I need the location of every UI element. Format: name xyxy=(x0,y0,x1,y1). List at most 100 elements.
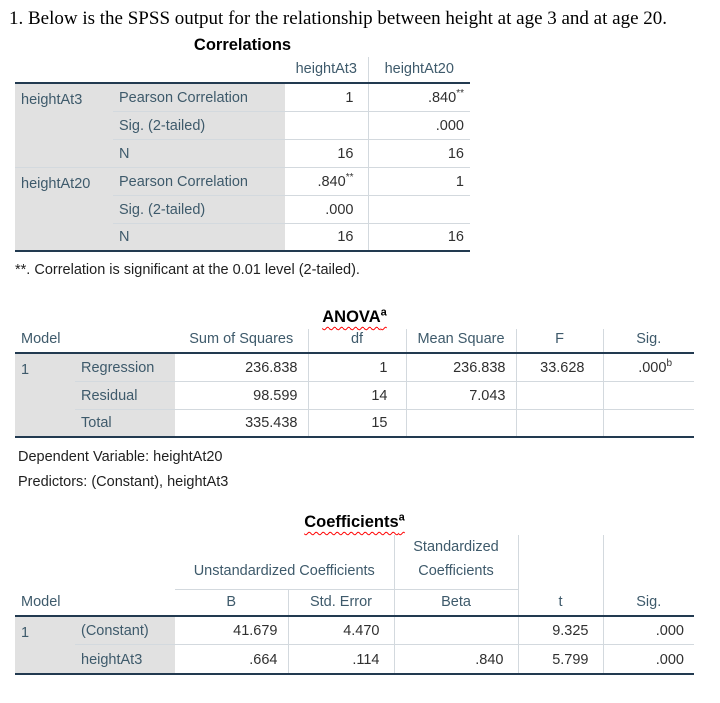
stat-label: Pearson Correlation xyxy=(113,83,285,112)
correlations-title: Correlations xyxy=(193,36,292,54)
value-cell: .000b xyxy=(602,353,694,382)
table-row: N 16 16 xyxy=(15,223,470,252)
anova-title-text: ANOVAa xyxy=(322,306,387,326)
value-cell: 33.628 xyxy=(515,353,603,382)
column-header-sum-of-squares: Sum of Squares xyxy=(175,329,308,354)
value-cell: 16 xyxy=(367,139,470,168)
value-cell: .114 xyxy=(287,644,394,675)
value-cell xyxy=(515,409,603,438)
value-cell: 7.043 xyxy=(405,381,516,410)
value-cell: 16 xyxy=(285,139,368,168)
table-row: heightAt20 Pearson Correlation .840** 1 xyxy=(15,167,470,252)
value-cell: 5.799 xyxy=(517,644,603,675)
anova-table: Model Sum of Squares df Mean Square F Si… xyxy=(15,329,694,438)
row-label: Total xyxy=(75,409,175,438)
table-row: Sig. (2-tailed) .000 xyxy=(15,195,470,224)
value-cell xyxy=(393,615,518,645)
stat-label: Sig. (2-tailed) xyxy=(113,195,285,224)
value-cell xyxy=(602,381,694,410)
value-cell: 41.679 xyxy=(175,615,288,645)
value-cell: 4.470 xyxy=(287,615,394,645)
span-header-standardized: Standardized Coefficients xyxy=(393,535,518,590)
value-cell: 15 xyxy=(307,409,406,438)
value-cell: 236.838 xyxy=(175,353,308,382)
table-row: Sig. (2-tailed) .000 xyxy=(15,111,470,140)
table-row: heightAt3 .664 .114 .840 5.799 .000 xyxy=(15,644,694,675)
value-cell: 9.325 xyxy=(517,615,603,645)
value-cell: .000 xyxy=(602,615,694,645)
value-cell xyxy=(405,409,516,438)
column-header-mean-square: Mean Square xyxy=(405,329,516,354)
value-cell: .664 xyxy=(175,644,288,675)
correlations-header-row: heightAt3 heightAt20 xyxy=(15,57,470,84)
empty-stub-cell xyxy=(15,57,113,84)
correlations-table: heightAt3 heightAt20 heightAt3 Pearson C… xyxy=(15,57,470,252)
table-row: 1 (Constant) 41.679 4.470 9.325 .000 xyxy=(15,615,694,675)
value-cell: 236.838 xyxy=(405,353,516,382)
anova-header-row: Model Sum of Squares df Mean Square F Si… xyxy=(15,329,694,354)
span-header-unstandardized: Unstandardized Coefficients xyxy=(175,535,394,590)
model-number: 1 xyxy=(15,615,75,675)
row-label: Regression xyxy=(75,353,175,382)
value-cell: .000 xyxy=(602,644,694,675)
column-header-t: t xyxy=(517,589,603,617)
value-cell: 1 xyxy=(307,353,406,382)
value-cell: 335.438 xyxy=(175,409,308,438)
value-cell: .840** xyxy=(285,167,368,196)
empty-stub-cell xyxy=(113,57,285,84)
column-header-model: Model xyxy=(15,329,175,354)
stat-label: N xyxy=(113,139,285,168)
column-header-std-error: Std. Error xyxy=(287,589,394,617)
value-cell: 16 xyxy=(285,223,368,252)
row-label: Residual xyxy=(75,381,175,410)
coefficients-span-header-row: Unstandardized Coefficients Standardized… xyxy=(15,535,694,590)
stat-label: Sig. (2-tailed) xyxy=(113,111,285,140)
value-cell: 16 xyxy=(367,223,470,252)
model-number: 1 xyxy=(15,353,75,438)
table-row: Total 335.438 15 xyxy=(15,409,694,438)
value-cell: 1 xyxy=(285,83,368,112)
table-row: heightAt3 Pearson Correlation 1 .840** xyxy=(15,83,470,168)
value-cell: .000 xyxy=(285,195,368,224)
value-cell xyxy=(602,409,694,438)
anova-footnote-predictors: Predictors: (Constant), heightAt3 xyxy=(18,474,229,490)
empty-stub-cell xyxy=(15,535,175,590)
anova-footnote-dependent-variable: Dependent Variable: heightAt20 xyxy=(18,449,223,465)
table-row: Residual 98.599 14 7.043 xyxy=(15,381,694,410)
column-header-model: Model xyxy=(15,589,175,617)
table-row: 1 Regression 236.838 1 236.838 33.628 .0… xyxy=(15,353,694,438)
column-header-sig: Sig. xyxy=(602,589,694,617)
value-cell: .840** xyxy=(367,83,470,112)
column-header-b: B xyxy=(175,589,288,617)
document-page: 1. Below is the SPSS output for the rela… xyxy=(0,8,720,675)
table-row: N 16 16 xyxy=(15,139,470,168)
value-cell: .840 xyxy=(393,644,518,675)
row-group-label: heightAt3 xyxy=(15,83,113,168)
coefficients-title-text: Coefficientsa xyxy=(304,511,405,531)
question-title: 1. Below is the SPSS output for the rela… xyxy=(9,8,668,29)
coefficients-header-row: Model B Std. Error Beta t Sig. xyxy=(15,589,694,617)
column-header-heightAt20: heightAt20 xyxy=(367,57,470,84)
value-cell: 1 xyxy=(367,167,470,196)
coefficients-title: Coefficientsa xyxy=(15,511,694,532)
column-header-sig: Sig. xyxy=(602,329,694,354)
column-header-f: F xyxy=(515,329,603,354)
stat-label: N xyxy=(113,223,285,252)
column-header-df: df xyxy=(307,329,406,354)
stat-label: Pearson Correlation xyxy=(113,167,285,196)
value-cell: 98.599 xyxy=(175,381,308,410)
row-group-label: heightAt20 xyxy=(15,167,113,252)
value-cell: .000 xyxy=(367,111,470,140)
column-header-beta: Beta xyxy=(393,589,518,617)
empty-header-cell xyxy=(602,535,694,590)
coefficients-table: Unstandardized Coefficients Standardized… xyxy=(15,535,694,675)
value-cell xyxy=(367,195,470,224)
row-label: heightAt3 xyxy=(75,644,175,675)
row-label: (Constant) xyxy=(75,615,175,645)
anova-title: ANOVAa xyxy=(15,306,694,327)
value-cell xyxy=(515,381,603,410)
empty-header-cell xyxy=(517,535,603,590)
correlations-footnote: **. Correlation is significant at the 0.… xyxy=(15,262,360,278)
value-cell xyxy=(285,111,368,140)
value-cell: 14 xyxy=(307,381,406,410)
